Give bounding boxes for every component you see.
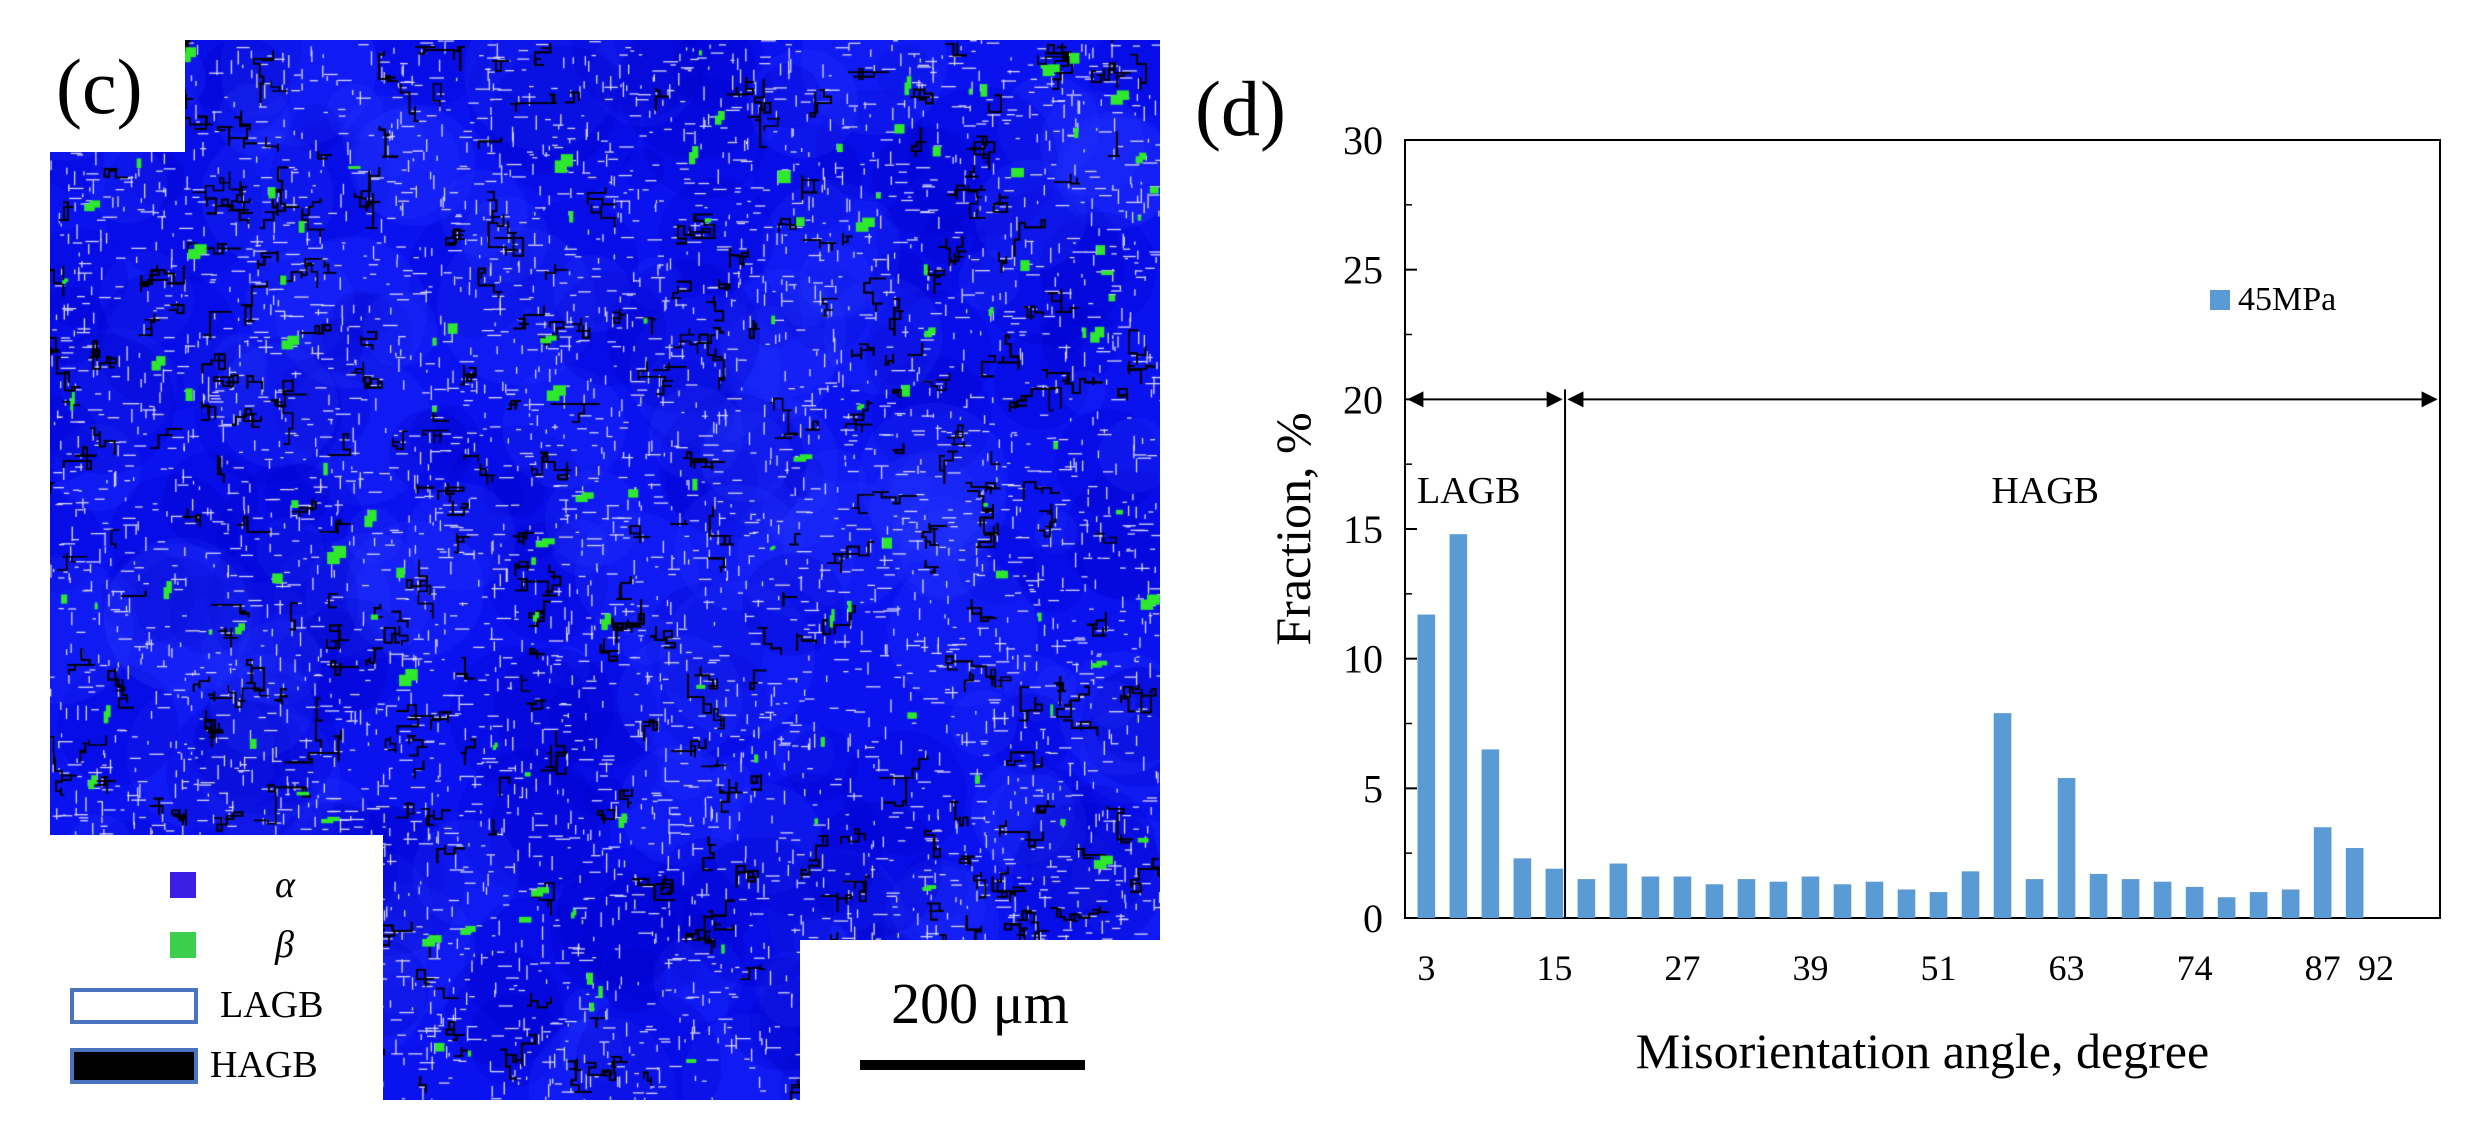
- phase-label: β: [275, 924, 294, 966]
- panel-label-d: (d): [1195, 65, 1286, 152]
- bar: [1865, 881, 1884, 918]
- x-tick-label: 39: [1792, 948, 1828, 988]
- legend-item-hagb: HAGB: [50, 1040, 383, 1090]
- bar: [1609, 863, 1628, 918]
- bar: [1897, 889, 1916, 918]
- bar: [2313, 827, 2332, 918]
- bar: [1545, 868, 1564, 918]
- hagb-label: HAGB: [210, 1044, 318, 1086]
- phase-legend: α β LAGB HAGB: [50, 835, 383, 1100]
- y-tick-label: 10: [1343, 637, 1383, 682]
- bar: [1801, 876, 1820, 918]
- legend-item-lagb: LAGB: [50, 980, 383, 1030]
- bar: [1577, 879, 1596, 918]
- bar: [1641, 876, 1660, 918]
- bar: [1705, 884, 1724, 918]
- bar: [2025, 879, 2044, 918]
- x-tick-label: 27: [1664, 948, 1700, 988]
- bar: [1513, 858, 1532, 918]
- legend-label: 45MPa: [2238, 281, 2336, 318]
- phase-swatch: [170, 872, 196, 898]
- bar: [1449, 534, 1468, 918]
- bar: [1993, 713, 2012, 918]
- phase-swatch: [170, 932, 196, 958]
- lagb-annotation: LAGB: [1417, 470, 1520, 512]
- lagb-swatch: [70, 988, 198, 1024]
- lagb-label: LAGB: [220, 984, 324, 1026]
- scale-bar: 200 μm: [800, 940, 1160, 1100]
- bar: [1481, 749, 1500, 918]
- x-axis-title: Misorientation angle, degree: [1636, 1023, 2209, 1079]
- x-tick-label: 63: [2049, 948, 2085, 988]
- y-tick-label: 0: [1363, 896, 1383, 941]
- y-tick-label: 25: [1343, 248, 1383, 293]
- bar: [1769, 881, 1788, 918]
- scale-bar-label: 200 μm: [891, 971, 1069, 1036]
- bar: [2217, 897, 2236, 918]
- legend-swatch: [2210, 290, 2230, 310]
- bar: [1673, 876, 1692, 918]
- bar: [1833, 884, 1852, 918]
- y-tick-label: 15: [1343, 507, 1383, 552]
- x-tick-label: 3: [1417, 948, 1435, 988]
- bar: [1417, 614, 1436, 918]
- panel-label-c: (c): [50, 40, 185, 152]
- x-tick-label: 87: [2305, 948, 2341, 988]
- x-tick-label: 51: [1921, 948, 1957, 988]
- bar: [2153, 881, 2172, 918]
- legend-item-: β: [50, 920, 383, 970]
- bar: [2057, 777, 2076, 918]
- bar: [1737, 879, 1756, 918]
- plot-area-frame: [1404, 139, 2441, 919]
- bar: [1929, 892, 1948, 918]
- y-tick-label: 20: [1343, 377, 1383, 422]
- x-tick-label: 74: [2177, 948, 2213, 988]
- y-tick-label: 5: [1363, 766, 1383, 811]
- bar: [2121, 879, 2140, 918]
- phase-label: α: [275, 864, 295, 906]
- legend-item-: α: [50, 860, 383, 910]
- x-tick-label: 92: [2358, 948, 2394, 988]
- bar: [1961, 871, 1980, 918]
- bar: [2185, 886, 2204, 918]
- misorientation-chart: 0 5 10 15 20 25 30 3 15 27 39 51 63 74 87 92 Misorientat…: [1265, 118, 2441, 1079]
- y-tick-label: 30: [1343, 118, 1383, 163]
- bar: [2089, 873, 2108, 918]
- x-tick-label: 15: [1536, 948, 1572, 988]
- bar: [2345, 847, 2364, 918]
- bar: [2249, 892, 2268, 918]
- hagb-annotation: HAGB: [1991, 470, 2099, 512]
- hagb-swatch: [70, 1048, 198, 1084]
- y-axis-title: Fraction, %: [1265, 412, 1321, 645]
- bar: [2281, 889, 2300, 918]
- scale-bar-line: [860, 1060, 1085, 1070]
